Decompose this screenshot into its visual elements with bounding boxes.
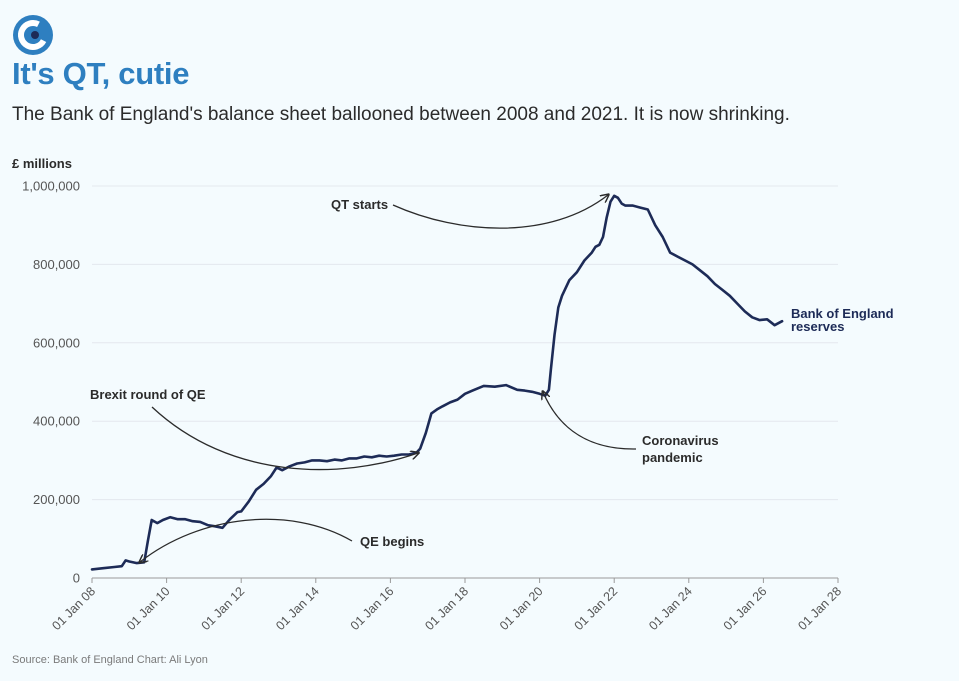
series-line-boe-reserves bbox=[90, 194, 784, 571]
annotation-brexit: Brexit round of QE bbox=[90, 387, 206, 402]
arrow-qe-begins bbox=[140, 518, 353, 562]
y-tick-label: 800,000 bbox=[33, 257, 80, 272]
series-label-line-2: reserves bbox=[791, 319, 845, 334]
x-tick-label: 01 Jan 16 bbox=[348, 584, 397, 633]
x-tick-label: 01 Jan 20 bbox=[497, 584, 546, 633]
grid-lines bbox=[92, 185, 838, 579]
x-tick-label: 01 Jan 12 bbox=[199, 584, 248, 633]
x-tick-label: 01 Jan 08 bbox=[49, 584, 98, 633]
y-axis-label: £ millions bbox=[12, 156, 72, 171]
x-tick-label: 01 Jan 22 bbox=[572, 584, 621, 633]
arrow-qt-starts bbox=[392, 195, 608, 229]
y-tick-label: 0 bbox=[73, 571, 80, 586]
annotation-covid: Coronavirus pandemic bbox=[642, 433, 722, 465]
x-tick-label: 01 Jan 24 bbox=[646, 584, 695, 633]
annotation-qe-begins: QE begins bbox=[360, 534, 424, 549]
series-label-line-1: Bank of England bbox=[791, 306, 894, 321]
x-tick-label: 01 Jan 18 bbox=[422, 584, 471, 633]
x-tick-label: 01 Jan 10 bbox=[124, 584, 173, 633]
balance-sheet-chart: 0 200,000 400,000 600,000 800,000 1,000,000 0… bbox=[12, 156, 897, 633]
page-title: It's QT, cutie bbox=[12, 56, 190, 91]
x-axis-ticks: 01 Jan 08 01 Jan 10 01 Jan 12 01 Jan 14 01 J… bbox=[49, 578, 844, 633]
c-logo-icon bbox=[13, 15, 53, 55]
series-lines bbox=[90, 194, 784, 571]
y-axis-ticks: 0 200,000 400,000 600,000 800,000 1,000,000 bbox=[22, 179, 80, 586]
page-subtitle: The Bank of England's balance sheet ball… bbox=[12, 104, 790, 125]
y-tick-label: 1,000,000 bbox=[22, 179, 80, 194]
arrow-covid bbox=[543, 392, 637, 450]
x-tick-label: 01 Jan 14 bbox=[273, 584, 322, 633]
x-tick-label: 01 Jan 26 bbox=[721, 584, 770, 633]
source-note: Source: Bank of England Chart: Ali Lyon bbox=[12, 654, 208, 666]
arrow-brexit bbox=[151, 406, 418, 471]
y-tick-label: 200,000 bbox=[33, 492, 80, 507]
y-tick-label: 600,000 bbox=[33, 335, 80, 350]
series-label-boe-reserves: Bank of England reserves bbox=[791, 306, 897, 334]
y-tick-label: 400,000 bbox=[33, 414, 80, 429]
x-tick-label: 01 Jan 28 bbox=[795, 584, 844, 633]
annotation-qt-starts: QT starts bbox=[331, 197, 388, 212]
